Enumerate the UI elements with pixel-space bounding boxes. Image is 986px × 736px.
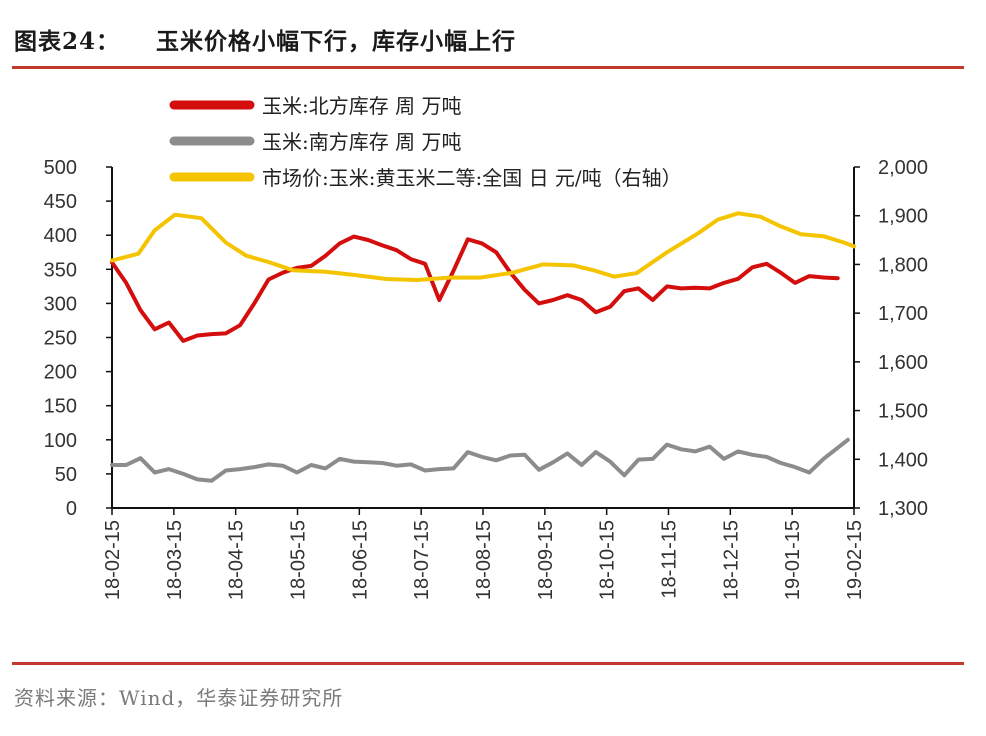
series-line-3 [110,211,856,282]
left-tick-label: 200 [44,362,77,384]
series-line-1 [110,234,840,343]
series-line-2 [110,437,850,483]
series-lines [110,211,856,483]
top-divider [12,66,964,69]
left-tick-label: 450 [44,191,77,213]
x-tick-label: 19-01-15 [782,520,804,600]
x-tick-label: 18-07-15 [411,520,433,600]
left-tick-label: 400 [44,225,77,247]
x-tick-label: 18-03-15 [164,520,186,600]
left-tick-label: 0 [66,498,77,520]
bottom-divider [12,662,964,665]
x-tick-label: 18-05-15 [288,520,310,600]
left-tick-label: 50 [55,464,77,486]
right-tick-label: 1,500 [878,401,928,423]
x-tick-label: 18-10-15 [597,520,619,600]
left-tick-label: 300 [44,293,77,315]
legend-label-2: 玉米:南方库存 周 万吨 [262,130,461,154]
left-tick-label: 500 [44,157,77,179]
x-tick-label: 18-09-15 [535,520,557,600]
legend-label-3: 市场价:玉米:黄玉米二等:全国 日 元/吨（右轴） [262,166,682,190]
left-tick-label: 250 [44,328,77,350]
figure-title: 图表24： 玉米价格小幅下行，库存小幅上行 [14,22,516,56]
x-tick-label: 18-11-15 [659,520,681,599]
right-tick-label: 1,800 [878,254,928,276]
x-tick-label: 18-12-15 [720,520,742,600]
right-tick-label: 1,400 [878,449,928,471]
x-tick-label: 18-02-15 [102,520,124,600]
left-tick-label: 150 [44,396,77,418]
right-tick-label: 1,300 [878,498,928,520]
x-tick-label: 18-06-15 [349,520,371,600]
axes: 0 50 100 150 200 250 300 350 400 450 500 1,300 1,400… [44,157,928,600]
left-tick-label: 100 [44,430,77,452]
right-tick-label: 1,600 [878,352,928,374]
x-tick-label: 18-08-15 [473,520,495,600]
figure-caption: 玉米价格小幅下行，库存小幅上行 [156,28,517,55]
right-tick-label: 1,900 [878,206,928,228]
source-note: 资料来源：Wind，华泰证券研究所 [14,686,344,710]
right-tick-label: 1,700 [878,303,928,325]
right-tick-label: 2,000 [878,157,928,179]
x-tick-label: 18-04-15 [226,520,248,600]
figure-number: 图表24： [14,28,121,55]
left-tick-label: 350 [44,259,77,281]
legend-label-1: 玉米:北方库存 周 万吨 [262,94,461,118]
x-tick-label: 19-02-15 [844,520,866,600]
